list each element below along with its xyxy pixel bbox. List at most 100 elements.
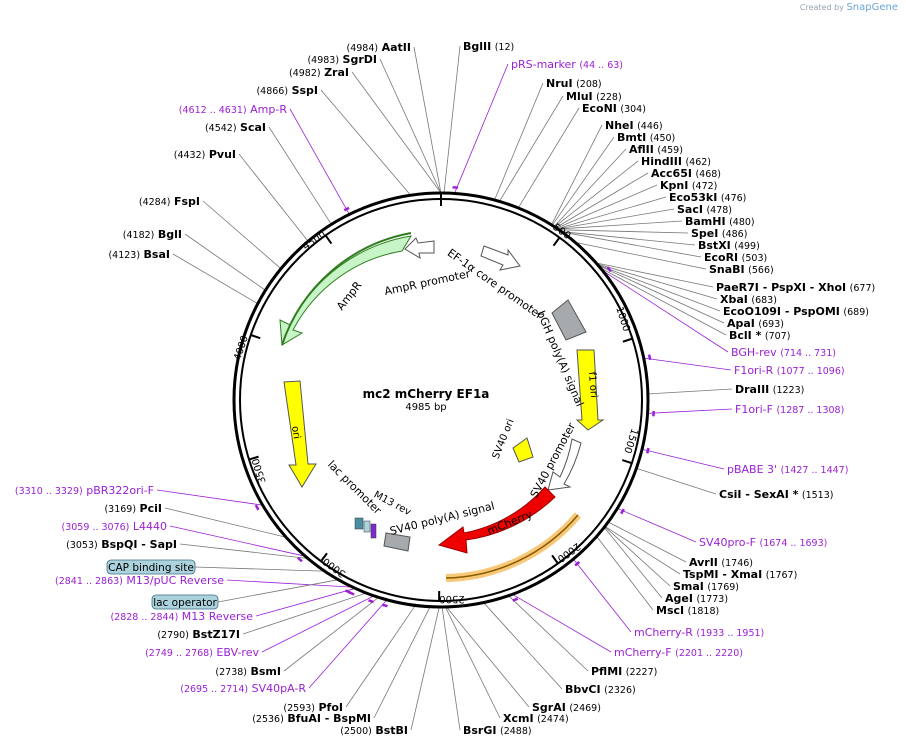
- primer-range: (2828 .. 2844): [110, 612, 178, 623]
- leader-line: [599, 265, 721, 312]
- site-position: (208): [576, 79, 602, 90]
- site-label-zrai: (4982) ZraI: [289, 66, 349, 79]
- primer-marker: [647, 354, 652, 361]
- site-name: AvrII: [689, 556, 718, 569]
- leader-line: [559, 220, 683, 230]
- site-name: BglI: [158, 228, 182, 241]
- site-position: (2326): [604, 685, 636, 696]
- leader-line: [283, 597, 378, 672]
- primer-name: pRS-marker: [511, 58, 576, 71]
- primer-range: (1933 .. 1951): [696, 628, 764, 639]
- leader-line: [345, 606, 416, 708]
- primer-marker: [343, 206, 350, 212]
- f1ori-arrow: [575, 349, 605, 431]
- site-position: (472): [692, 181, 718, 192]
- site-name: Acc65I: [651, 167, 692, 180]
- site-label-bamhi: BamHI (480): [685, 215, 755, 228]
- site-label-saci: SacI (478): [677, 203, 732, 216]
- leader-line: [509, 596, 589, 672]
- site-label-paer7i-pspxi-xhoi: PaeR7I - PspXI - XhoI (677): [716, 281, 875, 294]
- leader-line: [563, 231, 696, 246]
- site-name: BfuAI - BspMI: [287, 712, 371, 725]
- site-label-apai: ApaI (693): [727, 317, 784, 330]
- site-label-bglii: BglII (12): [463, 40, 514, 53]
- site-label-sgrdi: (4983) SgrDI: [307, 53, 377, 66]
- boxed-label-cap-binding-site-box: [106, 559, 196, 575]
- site-name: PaeR7I - PspXI - XhoI: [716, 281, 846, 294]
- site-label-bstz17i: (2790) BstZ17I: [157, 628, 240, 641]
- primer-range: (1674 .. 1693): [760, 538, 828, 549]
- leader-line: [558, 208, 675, 230]
- site-name: SmaI: [673, 580, 704, 593]
- site-label-bsmi: (2738) BsmI: [215, 665, 281, 678]
- site-position: (476): [721, 193, 747, 204]
- site-label-agei: AgeI (1773): [665, 592, 728, 605]
- site-name: XcmI: [503, 712, 534, 725]
- primer-range: (714 .. 731): [780, 348, 836, 359]
- primer-range: (2841 .. 2863): [55, 576, 123, 587]
- site-name: SacI: [677, 203, 703, 216]
- site-name: BclI *: [729, 329, 762, 342]
- mcherry-arrow: [437, 486, 556, 554]
- site-position: (228): [596, 92, 622, 103]
- credit-prefix: Created by: [799, 3, 844, 12]
- leader-line: [445, 607, 501, 719]
- site-position: (446): [637, 121, 663, 132]
- leader-line: [557, 184, 658, 229]
- feature-label-ori: ori: [289, 425, 302, 440]
- site-label-mlui: MluI (228): [566, 90, 622, 103]
- leader-line: [618, 508, 697, 543]
- primer-marker: [368, 599, 374, 604]
- primer-label-sv40pa-r: (2695 .. 2714) SV40pA-R: [180, 682, 306, 695]
- leader-line: [454, 63, 509, 193]
- site-position: (566): [748, 265, 774, 276]
- site-position: (12): [495, 42, 515, 53]
- site-position: (2474): [537, 714, 569, 725]
- site-label-bfuai-bspmi: (2536) BfuAI - BspMI: [252, 712, 371, 725]
- tick-mark-3500: [248, 455, 259, 461]
- site-name: BsmI: [251, 665, 282, 678]
- primer-range: (4612 .. 4631): [179, 105, 247, 116]
- tick-mark-1000: [622, 337, 633, 343]
- site-name: NruI: [546, 77, 573, 90]
- tick-mark-4500: [324, 234, 333, 245]
- primer-name: SV40pA-R: [252, 682, 307, 695]
- primer-range: (2695 .. 2714): [180, 684, 248, 695]
- site-label-kpni: KpnI (472): [660, 179, 717, 192]
- primer-label-mcherry-f: mCherry-F (2201 .. 2220): [614, 646, 743, 659]
- site-label-aflii: AflII (459): [629, 143, 683, 156]
- site-name: AflII: [629, 143, 654, 156]
- primer-label-f1ori-f: F1ori-F (1287 .. 1308): [735, 403, 844, 416]
- ampr-promoter-arrow: [404, 237, 435, 260]
- site-name: HindIII: [641, 155, 682, 168]
- leader-line: [605, 527, 671, 587]
- site-label-bbvci: BbvCI (2326): [565, 683, 636, 696]
- site-position: (480): [729, 217, 755, 228]
- primer-range: (1427 .. 1447): [781, 465, 849, 476]
- leader-line: [289, 108, 350, 214]
- leader-line: [556, 172, 649, 228]
- site-label-pfoi: (2593) PfoI: [283, 701, 343, 714]
- leader-line: [410, 607, 440, 731]
- leader-line: [642, 449, 725, 470]
- primer-marker: [574, 561, 581, 567]
- leader-line: [577, 242, 707, 270]
- site-position: (4542): [205, 123, 237, 134]
- label-leader-lines: [156, 45, 733, 731]
- primer-name: mCherry-R: [634, 626, 693, 639]
- primer-name: M13 Reverse: [182, 610, 253, 623]
- site-label-smai: SmaI (1769): [673, 580, 739, 593]
- leader-line: [573, 559, 632, 633]
- site-name: EcoO109I - PspOMI: [723, 305, 840, 318]
- site-position: (4123): [108, 250, 140, 261]
- site-name: BsaI: [144, 248, 170, 261]
- site-label-bmti: BmtI (450): [617, 131, 675, 144]
- site-name: XbaI: [720, 293, 748, 306]
- plasmid-name: mc2 mCherry EF1a: [363, 387, 490, 401]
- ori-arrow: [283, 380, 317, 488]
- tick-label: 2000: [555, 540, 582, 564]
- primer-marker: [646, 447, 650, 454]
- site-name: MluI: [566, 90, 593, 103]
- leader-line: [644, 357, 732, 371]
- site-name: PvuI: [209, 148, 236, 161]
